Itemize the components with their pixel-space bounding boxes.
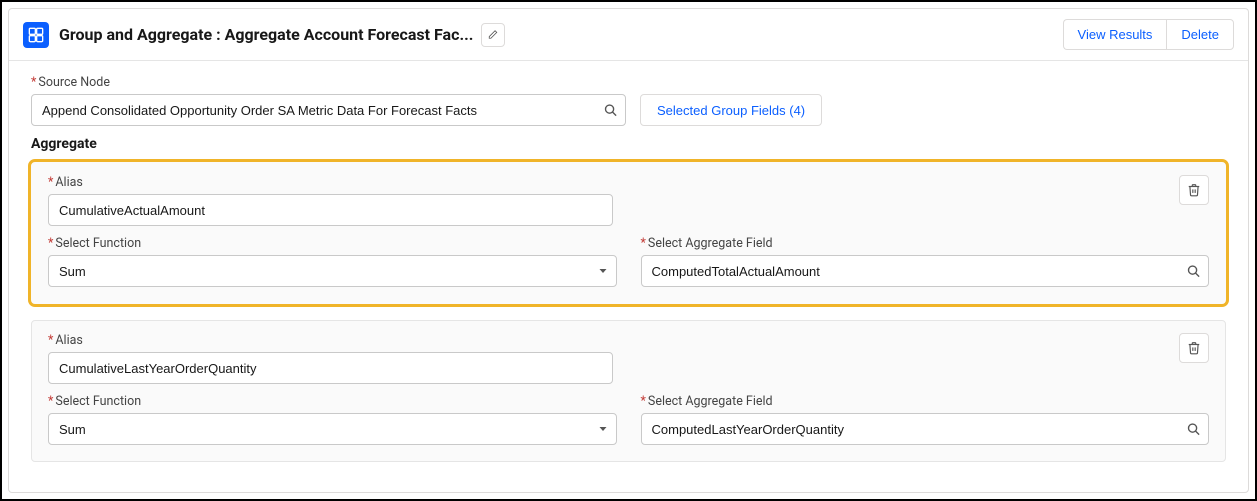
aggregate-icon xyxy=(23,22,49,48)
aggregate-block: Alias Select Function xyxy=(31,162,1226,304)
select-aggregate-field-label: Select Aggregate Field xyxy=(641,236,1210,251)
delete-aggregate-button[interactable] xyxy=(1179,333,1209,363)
view-results-button[interactable]: View Results xyxy=(1063,19,1167,50)
select-function-label: Select Function xyxy=(48,236,617,251)
select-aggregate-field-label: Select Aggregate Field xyxy=(641,394,1210,409)
aggregate-block: Alias Select Function xyxy=(31,320,1226,462)
alias-label: Alias xyxy=(48,175,1167,190)
alias-input[interactable] xyxy=(48,194,613,226)
pencil-icon xyxy=(488,28,498,41)
page-title: Group and Aggregate : Aggregate Account … xyxy=(59,25,473,44)
selected-group-fields-button[interactable]: Selected Group Fields (4) xyxy=(640,94,822,126)
source-node-input[interactable] xyxy=(31,94,626,126)
aggregate-field-input[interactable] xyxy=(641,255,1210,287)
aggregate-field-input[interactable] xyxy=(641,413,1210,445)
delete-button[interactable]: Delete xyxy=(1166,19,1234,50)
select-function-dropdown[interactable] xyxy=(48,255,617,287)
select-function-dropdown[interactable] xyxy=(48,413,617,445)
edit-title-button[interactable] xyxy=(481,23,505,47)
panel-header: Group and Aggregate : Aggregate Account … xyxy=(9,9,1248,61)
source-node-label: Source Node xyxy=(31,75,626,90)
alias-label: Alias xyxy=(48,333,1167,348)
select-function-label: Select Function xyxy=(48,394,617,409)
aggregate-section-title: Aggregate xyxy=(31,136,1226,152)
delete-aggregate-button[interactable] xyxy=(1179,175,1209,205)
trash-icon xyxy=(1187,183,1201,197)
alias-input[interactable] xyxy=(48,352,613,384)
trash-icon xyxy=(1187,341,1201,355)
